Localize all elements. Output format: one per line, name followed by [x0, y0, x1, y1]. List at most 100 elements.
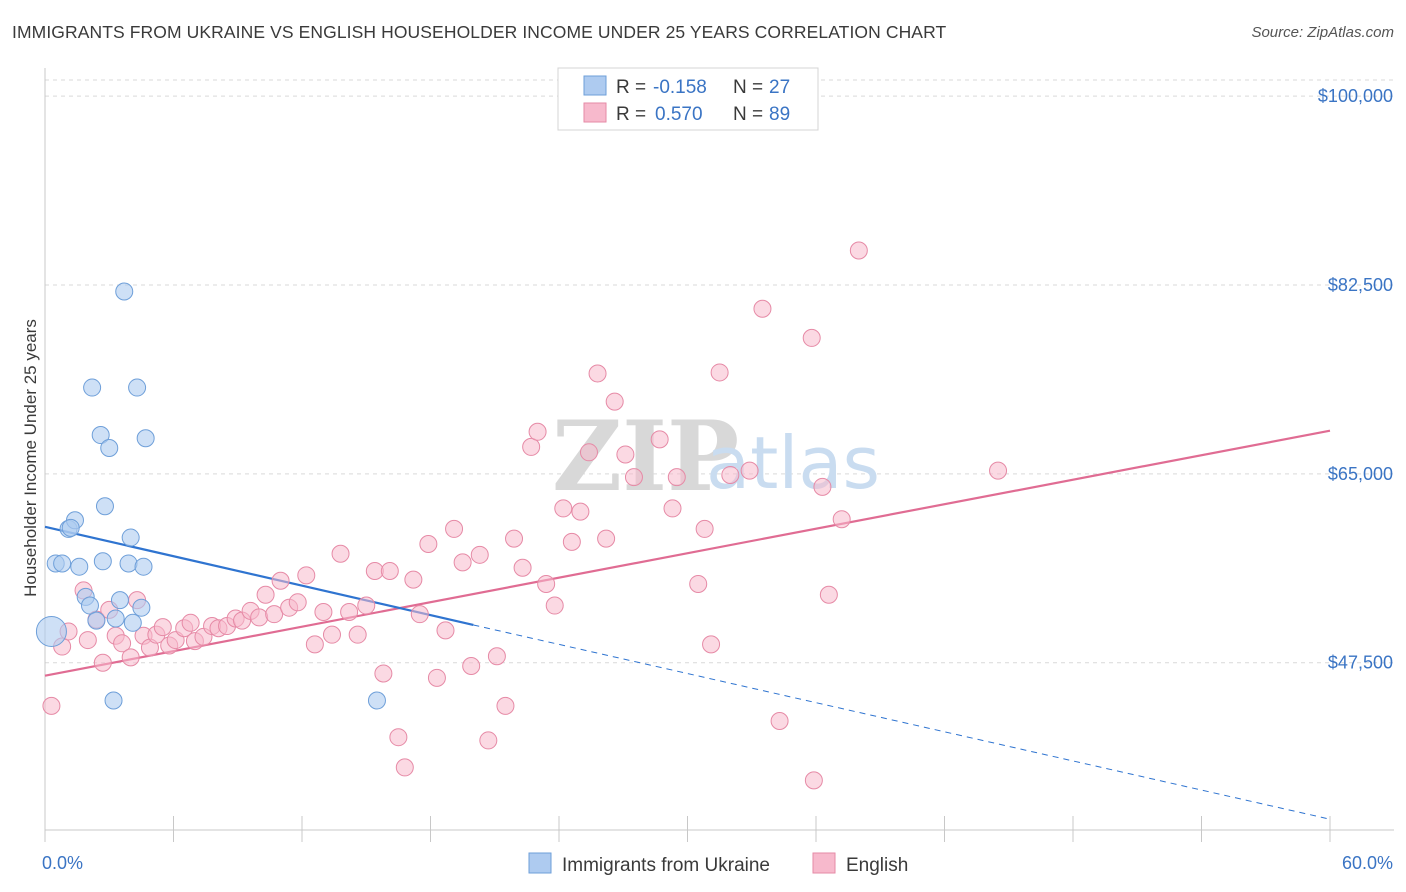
english-point — [616, 445, 635, 464]
y-tick-label: $47,500 — [1328, 653, 1393, 673]
x-tick-label-min: 0.0% — [42, 853, 83, 873]
legend-r-label-1: R = — [616, 77, 646, 98]
axes — [44, 68, 1394, 842]
ukraine-points — [35, 282, 386, 710]
ukraine-point — [53, 554, 72, 573]
english-point — [505, 529, 524, 548]
english-point — [579, 443, 598, 462]
english-point — [597, 529, 616, 548]
chart-source: Source: ZipAtlas.com — [1251, 24, 1394, 41]
english-point — [470, 545, 489, 564]
english-point — [357, 596, 376, 615]
english-point — [410, 605, 429, 624]
english-point — [537, 574, 556, 593]
ukraine-point — [136, 429, 155, 448]
english-point — [113, 634, 132, 653]
english-point — [588, 364, 607, 383]
ukraine-point — [128, 378, 147, 397]
watermark: ZIP atlas — [552, 400, 880, 513]
y-tick-label: $82,500 — [1328, 275, 1393, 295]
english-point — [453, 553, 472, 572]
bottom-legend-english: English — [846, 855, 908, 876]
english-point — [78, 631, 97, 650]
ukraine-point — [61, 518, 80, 537]
ukraine-trend-line — [44, 525, 474, 627]
ukraine-point — [104, 691, 123, 710]
english-point — [419, 535, 438, 554]
english-point — [121, 648, 140, 667]
english-point — [571, 502, 590, 521]
english-point — [832, 510, 851, 529]
watermark-atlas: atlas — [706, 421, 880, 505]
english-point — [663, 499, 682, 518]
english-point — [819, 585, 838, 604]
english-point — [545, 596, 564, 615]
english-point — [288, 593, 307, 612]
english-point — [427, 668, 446, 687]
ukraine-point — [93, 552, 112, 571]
english-point — [93, 653, 112, 672]
y-tick-label: $100,000 — [1318, 86, 1393, 106]
english-point — [305, 635, 324, 654]
english-point — [331, 544, 350, 563]
ukraine-point — [83, 378, 102, 397]
x-tick-label-max: 60.0% — [1342, 853, 1393, 873]
ukraine-trend — [44, 525, 1331, 820]
ukraine-point — [91, 426, 110, 445]
ukraine-point — [87, 611, 106, 630]
english-point — [271, 571, 290, 590]
english-trend-line — [44, 429, 1331, 677]
ukraine-point — [132, 598, 151, 617]
english-point — [297, 566, 316, 585]
legend-n-label-1: N = — [733, 77, 763, 98]
ukraine-point — [119, 554, 138, 573]
english-point — [624, 468, 643, 487]
legend-n-value-1: 27 — [769, 77, 790, 98]
english-point — [265, 605, 284, 624]
x-tick-labels: 0.0% 60.0% — [42, 853, 1393, 873]
legend-r-label-2: R = — [616, 104, 646, 125]
ukraine-point — [106, 609, 125, 628]
english-point — [348, 625, 367, 644]
english-point — [153, 618, 172, 637]
legend-swatch-english — [583, 102, 607, 123]
legend-n-value-2: 89 — [769, 104, 790, 125]
english-points — [42, 241, 1008, 790]
bottom-legend-swatch-ukraine — [528, 852, 552, 874]
english-point — [667, 468, 686, 487]
y-tick-labels: $47,500 $65,000 $82,500 $100,000 — [1318, 86, 1393, 673]
legend-r-value-2: 0.570 — [655, 104, 703, 125]
english-point — [513, 558, 532, 577]
english-point — [479, 731, 498, 750]
ukraine-point — [70, 557, 89, 576]
english-point — [695, 519, 714, 538]
english-point — [389, 728, 408, 747]
ukraine-point — [121, 528, 140, 547]
english-point — [256, 585, 275, 604]
english-point — [340, 603, 359, 622]
english-point — [445, 519, 464, 538]
english-point — [989, 461, 1008, 480]
english-point — [813, 477, 832, 496]
english-point — [528, 422, 547, 441]
legend-r-value-1: -0.158 — [653, 77, 707, 98]
english-point — [322, 625, 341, 644]
english-point — [496, 696, 515, 715]
ukraine-point — [100, 438, 119, 457]
english-point — [753, 299, 772, 318]
english-point — [395, 758, 414, 777]
ukraine-point — [110, 591, 129, 610]
english-point — [374, 664, 393, 683]
english-point — [702, 635, 721, 654]
ukraine-trend-extension — [473, 624, 1331, 820]
english-point — [42, 696, 61, 715]
english-point — [554, 499, 573, 518]
english-point — [721, 465, 740, 484]
english-point — [487, 647, 506, 666]
ukraine-point — [367, 691, 386, 710]
english-point — [462, 656, 481, 675]
english-point — [849, 241, 868, 260]
english-point — [710, 363, 729, 382]
english-point — [404, 570, 423, 589]
